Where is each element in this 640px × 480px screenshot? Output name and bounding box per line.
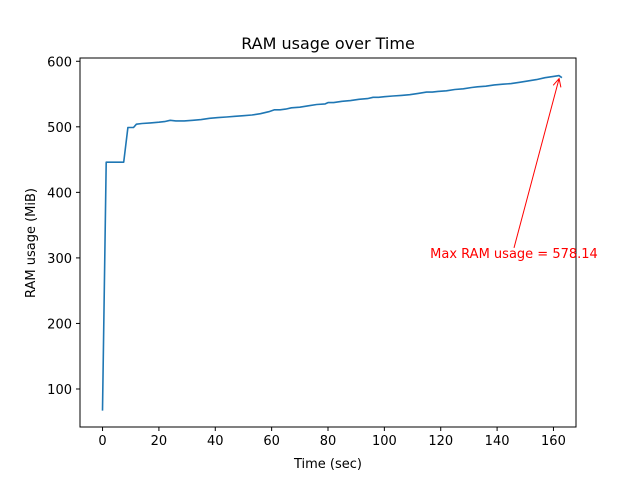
y-tick-label: 100 [47, 383, 72, 398]
x-tick-label: 20 [151, 434, 168, 449]
x-tick-label: 60 [263, 434, 280, 449]
annotation-text: Max RAM usage = 578.14 [430, 247, 598, 262]
y-axis-label: RAM usage (MiB) [24, 188, 39, 298]
x-tick-label: 0 [98, 434, 106, 449]
x-tick-label: 80 [320, 434, 337, 449]
chart-title: RAM usage over Time [241, 34, 415, 53]
y-tick-label: 300 [47, 252, 72, 267]
x-tick-label: 40 [207, 434, 224, 449]
y-tick-label: 400 [47, 186, 72, 201]
axes-frame [79, 57, 577, 428]
y-tick-label: 600 [47, 55, 72, 70]
y-tick-label: 200 [47, 317, 72, 332]
x-tick-label: 120 [428, 434, 453, 449]
y-tick-label: 500 [47, 121, 72, 136]
ram-usage-line [101, 74, 563, 411]
x-axis-label: Time (sec) [293, 457, 362, 472]
plot-area: 0 20 40 60 80 100 120 140 160 100 200 300 400 500 600 M… [47, 55, 598, 449]
annotation-arrow [513, 78, 560, 249]
x-tick-label: 100 [372, 434, 397, 449]
annotation-arrowhead [552, 77, 562, 88]
x-tick-label: 160 [541, 434, 566, 449]
x-tick-label: 140 [485, 434, 510, 449]
